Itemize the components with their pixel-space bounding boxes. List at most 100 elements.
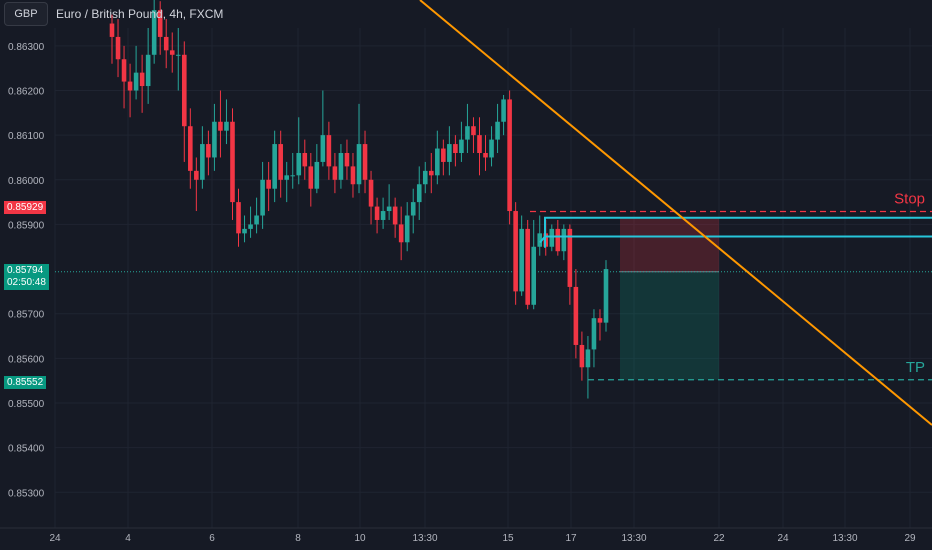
candle-body <box>398 224 404 243</box>
candle-body <box>320 135 326 162</box>
candle-body <box>242 228 247 234</box>
candle-body <box>465 126 470 140</box>
level-line-1 <box>544 216 932 248</box>
current-price-tag: 0.85794 02:50:48 <box>4 264 49 290</box>
candle-body <box>338 153 344 180</box>
candle-body <box>591 318 597 350</box>
candle-body <box>392 206 398 225</box>
candle-body <box>441 148 446 162</box>
candle-body <box>471 126 476 136</box>
candle-body <box>236 202 241 234</box>
y-tick-label: 0.85300 <box>8 488 45 499</box>
candle-body <box>224 121 229 131</box>
x-tick-label: 29 <box>904 533 916 544</box>
candle-body <box>151 10 157 55</box>
symbol-title: Euro / British Pound, 4h, FXCM <box>56 7 224 21</box>
candle-body <box>356 144 362 185</box>
candle-body <box>537 233 543 247</box>
current-price-value: 0.85794 <box>7 265 44 276</box>
x-tick-label: 10 <box>354 533 366 544</box>
tp-label: TP <box>906 359 925 376</box>
candle-body <box>181 54 187 127</box>
y-tick-label: 0.85900 <box>8 220 45 231</box>
candle-body <box>290 175 296 177</box>
target-zone <box>620 271 719 380</box>
candle-body <box>169 50 175 55</box>
x-tick-label: 22 <box>713 533 725 544</box>
candle-body <box>459 139 464 153</box>
candle-body <box>362 144 368 180</box>
chart-header: GBP Euro / British Pound, 4h, FXCM <box>0 0 223 28</box>
candle-body <box>489 139 494 158</box>
candle-body <box>549 228 555 247</box>
x-tick-label: 8 <box>295 533 301 544</box>
candle-body <box>507 99 512 212</box>
candle-body <box>308 166 314 189</box>
candle-body <box>410 202 416 216</box>
x-tick-label: 13:30 <box>621 533 646 544</box>
candle-body <box>513 211 518 292</box>
last-price-tag: 0.85929 <box>4 201 47 214</box>
candle-body <box>109 23 115 37</box>
candle-body <box>139 72 145 87</box>
x-tick-label: 24 <box>49 533 61 544</box>
candle-body <box>561 228 567 252</box>
candle-body <box>567 228 573 287</box>
candle-body <box>453 144 458 153</box>
x-tick-label: 6 <box>209 533 215 544</box>
candle-body <box>272 144 277 189</box>
candle-body <box>212 121 217 158</box>
candle-body <box>127 81 133 91</box>
y-tick-label: 0.85400 <box>8 444 45 455</box>
currency-button[interactable]: GBP <box>4 2 48 26</box>
y-tick-label: 0.85500 <box>8 399 45 410</box>
candle-body <box>157 10 163 37</box>
x-tick-label: 15 <box>502 533 514 544</box>
y-tick-label: 0.86000 <box>8 176 45 187</box>
candle-body <box>326 135 332 167</box>
stop-label: Stop <box>894 190 925 207</box>
candle-body <box>555 228 561 252</box>
candle-body <box>404 215 410 243</box>
x-tick-label: 17 <box>565 533 577 544</box>
y-tick-label: 0.85700 <box>8 310 45 321</box>
candle-body <box>531 246 537 305</box>
candle-body <box>302 153 308 167</box>
candle-body <box>332 166 338 180</box>
candle-body <box>121 59 127 82</box>
candle-body <box>266 179 271 189</box>
trend-line <box>419 0 932 426</box>
candle-body <box>597 318 603 323</box>
y-tick-label: 0.86300 <box>8 42 45 53</box>
candle-body <box>501 99 506 122</box>
candle-body <box>133 72 139 91</box>
candle-body <box>175 54 181 56</box>
candle-body <box>200 144 205 180</box>
candle-body <box>145 54 151 87</box>
candle-body <box>163 36 169 51</box>
tp-price-tag: 0.85552 <box>4 376 47 389</box>
candle-body <box>483 153 488 158</box>
candle-body <box>416 184 422 203</box>
x-tick-label: 13:30 <box>832 533 857 544</box>
candle-body <box>115 36 121 60</box>
candle-body <box>188 126 193 171</box>
x-tick-label: 4 <box>125 533 131 544</box>
stop-zone <box>620 217 719 272</box>
level-line-2 <box>539 235 932 244</box>
countdown-timer: 02:50:48 <box>7 277 46 288</box>
candle-body <box>477 135 482 153</box>
candle-body <box>495 121 500 140</box>
candle-body <box>368 179 374 207</box>
candle-body <box>435 148 440 176</box>
candle-body <box>278 144 283 180</box>
y-tick-label: 0.85600 <box>8 354 45 365</box>
candle-body <box>380 211 386 220</box>
candle-body <box>573 286 579 345</box>
candle-body <box>428 170 434 176</box>
candle-body <box>374 206 380 220</box>
candle-body <box>386 206 392 212</box>
candle-body <box>248 224 253 229</box>
x-tick-label: 24 <box>777 533 789 544</box>
